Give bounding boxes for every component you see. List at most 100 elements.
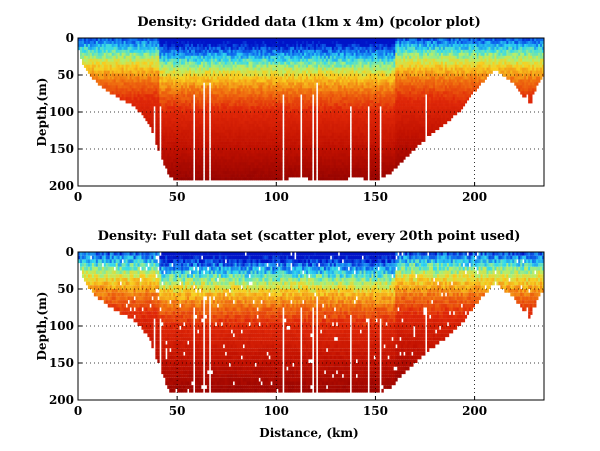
density-cell xyxy=(260,52,263,57)
density-cell xyxy=(234,64,238,68)
density-cell xyxy=(224,38,228,42)
density-cell xyxy=(240,97,243,101)
density-cell xyxy=(210,67,214,71)
density-cell xyxy=(224,147,228,151)
density-cell xyxy=(214,141,218,145)
density-cell xyxy=(329,61,333,65)
density-cell xyxy=(266,103,269,107)
density-cell xyxy=(308,141,311,145)
density-cell xyxy=(262,112,265,116)
density-cell xyxy=(238,153,241,157)
density-cell xyxy=(254,138,257,142)
density-cell xyxy=(185,40,188,45)
density-cell xyxy=(258,147,261,151)
density-cell xyxy=(173,112,176,116)
density-cell xyxy=(319,135,323,139)
density-cell xyxy=(161,46,164,51)
density-cell xyxy=(220,174,224,178)
density-cell xyxy=(306,97,309,101)
density-cell xyxy=(196,97,200,101)
density-cell xyxy=(85,52,89,57)
density-cell xyxy=(101,67,105,71)
density-cell xyxy=(246,171,249,175)
density-cell xyxy=(248,88,251,92)
density-cell xyxy=(310,38,313,42)
density-cell xyxy=(321,126,325,131)
density-cell xyxy=(240,138,243,142)
density-cell xyxy=(327,67,331,71)
density-cell xyxy=(306,162,309,166)
density-cell xyxy=(224,123,228,128)
density-cell xyxy=(310,88,313,92)
density-cell xyxy=(159,94,162,98)
density-cell xyxy=(210,153,214,157)
density-cell xyxy=(264,138,267,142)
density-cell xyxy=(270,153,273,157)
density-cell xyxy=(254,70,257,74)
density-cell xyxy=(165,94,168,98)
density-cell xyxy=(137,76,140,80)
density-cell xyxy=(286,109,289,113)
density-cell xyxy=(296,52,299,57)
density-cell xyxy=(187,91,190,95)
density-cell xyxy=(323,76,327,80)
density-cell xyxy=(306,88,309,92)
density-cell xyxy=(246,58,249,62)
density-cell xyxy=(258,103,261,107)
density-cell xyxy=(304,117,307,122)
density-cell xyxy=(216,132,220,136)
density-cell xyxy=(191,168,194,172)
density-cell xyxy=(327,150,331,154)
density-cell xyxy=(216,112,220,116)
density-cell xyxy=(220,147,224,151)
density-cell xyxy=(151,106,154,110)
density-cell xyxy=(111,43,115,48)
density-cell xyxy=(214,114,218,119)
density-cell xyxy=(165,114,168,119)
density-cell xyxy=(288,85,291,89)
density-cell xyxy=(103,55,107,60)
density-cell xyxy=(145,117,148,122)
density-cell xyxy=(308,156,311,160)
density-cell xyxy=(232,55,236,60)
density-cell xyxy=(298,46,301,51)
density-cell xyxy=(250,171,253,175)
density-cell xyxy=(230,117,234,122)
density-cell xyxy=(264,55,267,60)
density-cell xyxy=(163,73,166,77)
density-cell xyxy=(187,120,190,125)
density-cell xyxy=(325,153,329,157)
density-cell xyxy=(212,55,216,60)
density-cell xyxy=(145,40,148,45)
density-cell xyxy=(292,129,295,134)
density-cell xyxy=(234,126,238,131)
density-cell xyxy=(161,38,164,42)
density-cell xyxy=(210,49,214,54)
density-cell xyxy=(119,70,123,74)
density-cell xyxy=(165,58,168,62)
density-cell xyxy=(274,61,277,65)
density-cell xyxy=(206,40,210,45)
density-cell xyxy=(311,76,315,80)
density-cell xyxy=(208,46,212,51)
density-cell xyxy=(258,138,261,142)
density-cell xyxy=(290,141,293,145)
density-cell xyxy=(270,165,273,169)
density-cell xyxy=(310,177,313,181)
density-cell xyxy=(161,43,164,48)
density-cell xyxy=(93,70,97,74)
density-cell xyxy=(240,159,243,163)
density-cell xyxy=(329,58,333,62)
density-cell xyxy=(256,52,259,57)
density-cell xyxy=(331,123,335,128)
density-cell xyxy=(339,123,343,128)
density-cell xyxy=(290,144,293,148)
density-cell xyxy=(189,106,192,110)
density-cell xyxy=(105,55,109,60)
density-cell xyxy=(179,159,182,163)
density-cell xyxy=(339,97,343,101)
density-cell xyxy=(244,129,247,134)
density-cell xyxy=(97,61,101,65)
density-cell xyxy=(292,94,295,98)
density-cell xyxy=(137,79,140,83)
